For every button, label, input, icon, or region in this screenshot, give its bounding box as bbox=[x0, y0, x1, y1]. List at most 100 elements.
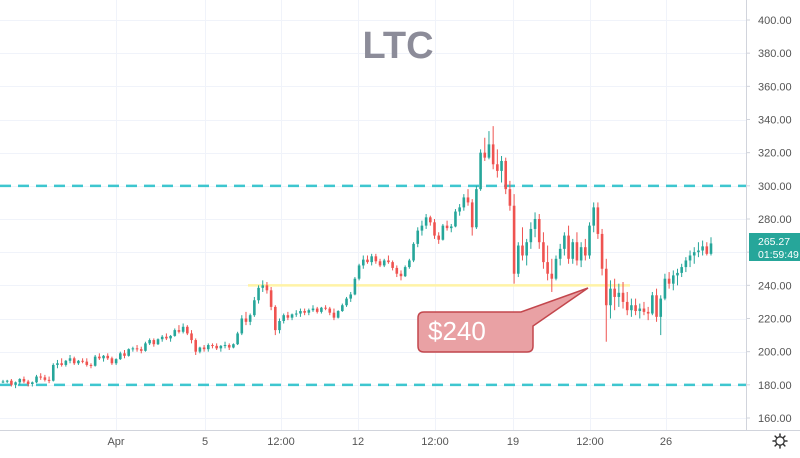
candle bbox=[542, 232, 545, 269]
candle-body bbox=[81, 360, 84, 362]
candle bbox=[177, 325, 181, 334]
candle bbox=[408, 258, 411, 269]
candle-body bbox=[248, 315, 252, 322]
candle bbox=[563, 232, 566, 256]
candle-body bbox=[412, 243, 415, 261]
candle bbox=[575, 232, 579, 266]
candle-body bbox=[223, 345, 227, 347]
candle bbox=[282, 313, 285, 324]
candle-body bbox=[110, 358, 114, 364]
candle bbox=[156, 338, 160, 346]
candle-body bbox=[282, 315, 285, 321]
candle bbox=[512, 194, 516, 284]
candle bbox=[198, 346, 202, 354]
candle-body bbox=[219, 345, 223, 349]
candle-body bbox=[496, 164, 499, 171]
candle-body bbox=[429, 217, 432, 223]
candle bbox=[663, 273, 667, 301]
time-tick-label: 12:00 bbox=[421, 436, 449, 448]
candle bbox=[445, 220, 449, 231]
candle bbox=[584, 238, 587, 261]
candle-body bbox=[688, 255, 692, 261]
candle bbox=[437, 232, 440, 244]
candle-body bbox=[72, 358, 76, 364]
candle-body bbox=[584, 247, 587, 256]
chart-settings-gear-icon[interactable] bbox=[772, 433, 788, 449]
candle bbox=[299, 308, 302, 317]
candle-body bbox=[659, 298, 663, 317]
candle bbox=[190, 330, 193, 344]
candle-body bbox=[18, 379, 22, 383]
candle bbox=[1, 379, 5, 384]
candle bbox=[232, 343, 235, 349]
callout-bubble[interactable] bbox=[417, 287, 589, 353]
candle-body bbox=[374, 256, 378, 262]
candle bbox=[311, 305, 315, 312]
candle-body bbox=[215, 345, 218, 349]
candle bbox=[529, 222, 533, 249]
candle-body bbox=[206, 345, 210, 350]
candle bbox=[667, 272, 671, 289]
candle-body bbox=[148, 340, 151, 344]
candle-body bbox=[466, 197, 470, 203]
candle-body bbox=[609, 288, 612, 306]
candle-body bbox=[370, 256, 373, 263]
candle-body bbox=[684, 260, 688, 268]
candle-body bbox=[345, 298, 348, 306]
price-axis[interactable]: 160.00180.00200.00220.00240.00260.00280.… bbox=[0, 0, 800, 448]
candle bbox=[353, 277, 357, 296]
candle-body bbox=[592, 207, 595, 226]
candle-body bbox=[98, 356, 101, 359]
candle-body bbox=[194, 340, 198, 352]
candle-body bbox=[303, 311, 306, 313]
candle bbox=[676, 268, 679, 286]
candle-body bbox=[5, 380, 9, 382]
candle-body bbox=[198, 347, 202, 352]
annotation-callout[interactable]: $240 bbox=[417, 287, 589, 353]
candle-body bbox=[131, 348, 135, 350]
candle bbox=[449, 223, 453, 233]
candle bbox=[68, 354, 72, 364]
candle bbox=[26, 379, 30, 387]
candle bbox=[403, 265, 407, 278]
candle-body bbox=[26, 381, 30, 385]
candle bbox=[194, 338, 198, 355]
candle bbox=[617, 283, 621, 307]
candle bbox=[537, 214, 541, 249]
candle-body bbox=[470, 202, 474, 228]
candle-body bbox=[613, 288, 616, 297]
candle bbox=[144, 341, 147, 352]
candle-body bbox=[550, 273, 554, 279]
candle bbox=[441, 223, 445, 241]
candle bbox=[186, 325, 189, 336]
candle-body bbox=[487, 144, 491, 158]
candle-body bbox=[93, 356, 97, 366]
candle bbox=[370, 253, 373, 266]
candle bbox=[324, 305, 327, 311]
candle-body bbox=[269, 290, 273, 307]
candle bbox=[240, 315, 244, 336]
candle bbox=[701, 240, 704, 256]
candle-body bbox=[324, 307, 327, 309]
candle-body bbox=[680, 267, 683, 273]
candle-body bbox=[663, 278, 667, 299]
candle bbox=[18, 378, 22, 385]
candle bbox=[382, 258, 386, 268]
candle-body bbox=[274, 306, 277, 331]
candle-body bbox=[89, 364, 93, 366]
candle bbox=[332, 308, 336, 321]
candle-body bbox=[328, 308, 332, 313]
candle-body bbox=[336, 311, 340, 318]
candle-body bbox=[85, 361, 89, 365]
candle-body bbox=[261, 285, 265, 288]
candle bbox=[391, 260, 394, 271]
horizontal-levels[interactable] bbox=[0, 184, 746, 387]
candle bbox=[274, 305, 277, 336]
candle bbox=[504, 157, 508, 195]
candle-body bbox=[156, 339, 160, 345]
candle bbox=[206, 343, 210, 352]
candle-body bbox=[332, 312, 336, 318]
candle-body bbox=[424, 217, 428, 226]
